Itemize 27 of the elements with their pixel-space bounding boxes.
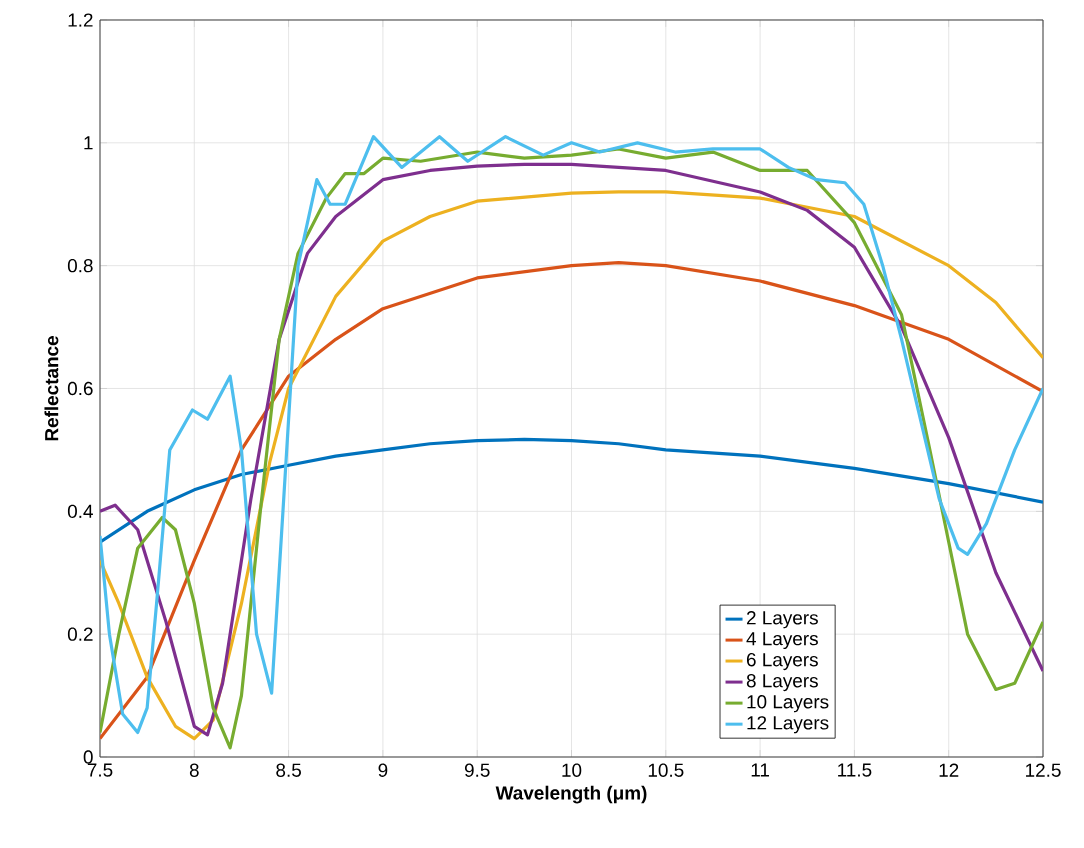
x-tick-label: 7.5 [87,763,113,777]
x-tick-label: 11 [751,763,769,777]
y-tick-label: 1.2 [68,13,93,27]
y-tick-label: 0 [83,750,93,764]
legend-label: 2 Layers [746,611,818,629]
x-axis-title: Wavelength (μm) [495,785,647,804]
y-tick-label: 1 [84,136,93,150]
x-tick-label: 8.5 [276,763,301,777]
x-tick-label: 12.5 [1026,763,1061,777]
legend-label: 10 Layers [747,695,829,713]
legend-label: 8 Layers [746,674,818,692]
y-tick-label: 0.2 [67,627,93,641]
y-tick-label: 0.4 [67,504,93,519]
x-tick-label: 11.5 [838,763,872,777]
x-tick-label: 10.5 [648,763,684,777]
y-axis-title: Reflectance [44,336,59,441]
x-tick-label: 9.5 [464,763,490,777]
y-tick-label: 0.8 [67,258,93,273]
y-tick-label: 0.6 [67,381,93,396]
legend-label: 4 Layers [746,632,818,650]
x-tick-label: 9 [378,763,388,777]
x-tick-label: 8 [189,763,199,777]
line-series [100,437,1044,544]
x-tick-label: 12 [939,763,959,777]
legend-label: 12 Layers [747,716,829,734]
legend-label: 6 Layers [746,653,818,671]
x-tick-label: 10 [562,763,582,777]
